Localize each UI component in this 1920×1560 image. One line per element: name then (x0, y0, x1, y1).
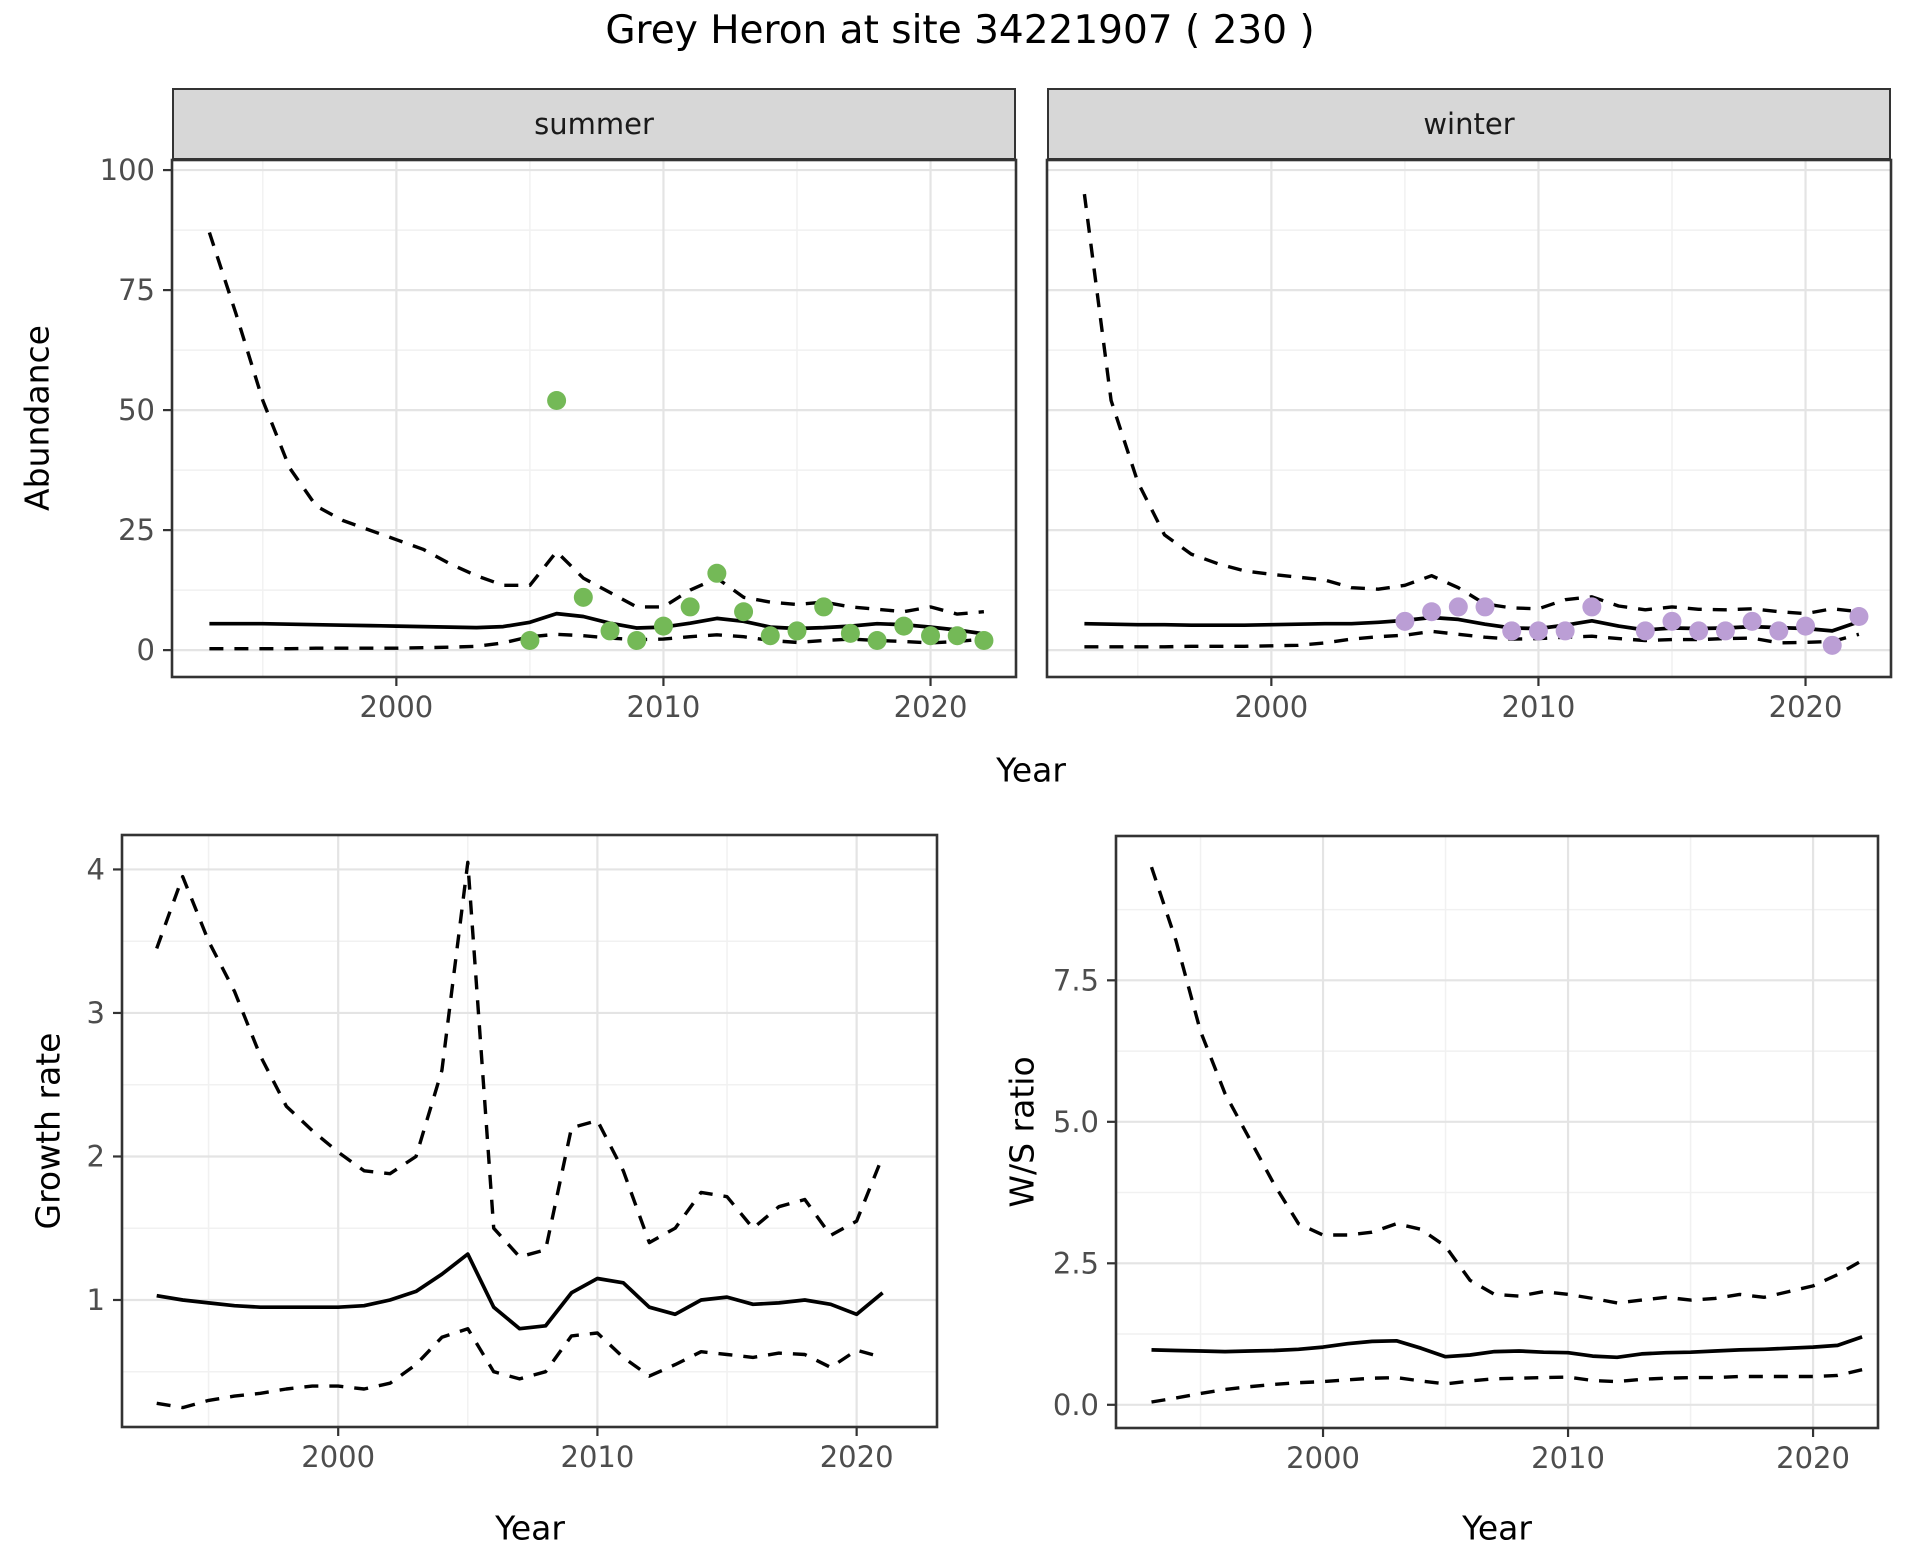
y-axis-title-abundance: Abundance (17, 325, 57, 511)
svg-text:2020: 2020 (1776, 1441, 1850, 1475)
facet-strip-winter-label: winter (1423, 107, 1515, 141)
svg-text:2: 2 (87, 1139, 105, 1173)
svg-text:2010: 2010 (627, 690, 701, 724)
svg-text:2020: 2020 (1769, 690, 1843, 724)
facet-strip-winter: winter (1047, 88, 1891, 160)
svg-text:5.0: 5.0 (1053, 1105, 1099, 1139)
svg-text:0: 0 (137, 633, 155, 667)
page-title: Grey Heron at site 34221907 ( 230 ) (605, 8, 1315, 53)
svg-text:2010: 2010 (1531, 1441, 1605, 1475)
svg-text:1: 1 (87, 1283, 105, 1317)
svg-text:75: 75 (118, 273, 155, 307)
svg-text:100: 100 (100, 153, 155, 187)
svg-text:2010: 2010 (1502, 690, 1576, 724)
svg-text:7.5: 7.5 (1053, 963, 1099, 997)
svg-text:2000: 2000 (359, 690, 433, 724)
y-axis-title-ws-ratio: W/S ratio (1002, 1056, 1042, 1208)
x-axis-title-year-growth: Year (495, 1508, 565, 1548)
svg-text:50: 50 (118, 393, 155, 427)
svg-text:2020: 2020 (820, 1440, 894, 1474)
svg-text:2010: 2010 (561, 1440, 635, 1474)
svg-text:2000: 2000 (1234, 690, 1308, 724)
svg-text:3: 3 (87, 996, 105, 1030)
svg-text:0.0: 0.0 (1053, 1388, 1099, 1422)
x-axis-title-year-ws: Year (1462, 1508, 1532, 1548)
svg-text:4: 4 (87, 852, 105, 886)
svg-text:25: 25 (118, 513, 155, 547)
svg-text:2000: 2000 (1286, 1441, 1360, 1475)
facet-strip-summer: summer (172, 88, 1016, 160)
x-axis-title-year-top: Year (996, 750, 1066, 790)
svg-text:2020: 2020 (894, 690, 968, 724)
y-axis-title-growth-rate: Growth rate (28, 1032, 68, 1230)
svg-text:2.5: 2.5 (1053, 1246, 1099, 1280)
facet-strip-summer-label: summer (534, 107, 654, 141)
svg-text:2000: 2000 (301, 1440, 375, 1474)
